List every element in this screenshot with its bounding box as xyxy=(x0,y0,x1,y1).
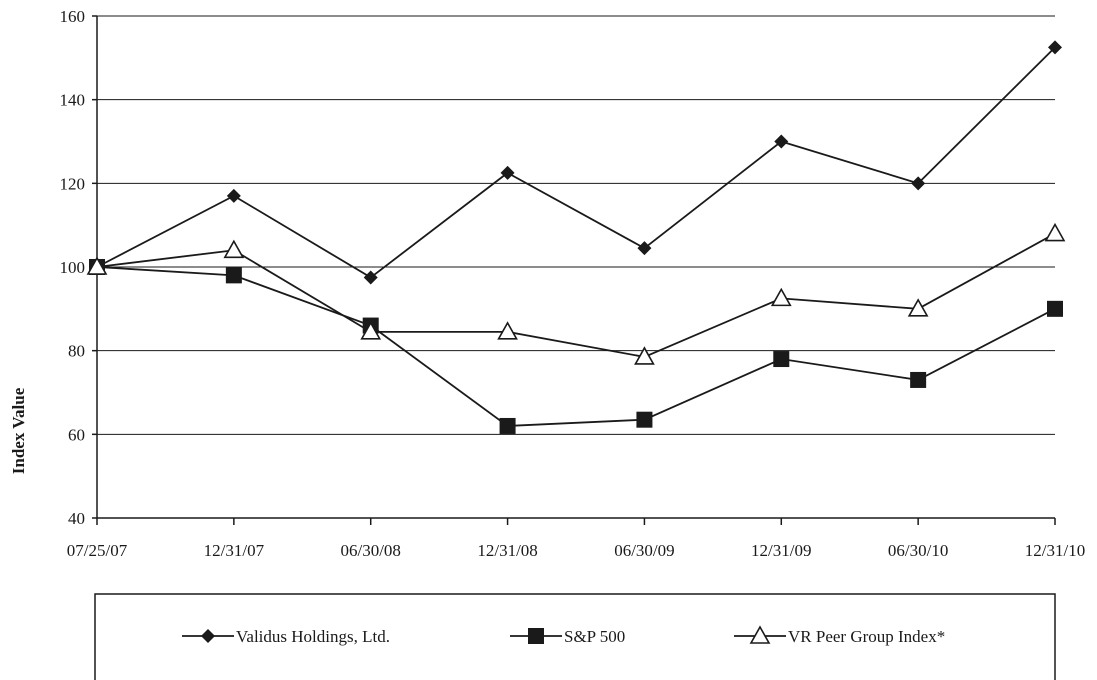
x-tick-label: 06/30/09 xyxy=(614,541,674,560)
triangle-marker xyxy=(907,298,929,317)
square-marker xyxy=(225,267,242,284)
y-tick-label: 100 xyxy=(60,258,86,277)
x-tick-label: 12/31/09 xyxy=(751,541,811,560)
legend-label: Validus Holdings, Ltd. xyxy=(236,627,390,646)
legend-label: S&P 500 xyxy=(564,627,625,646)
x-tick-label: 12/31/08 xyxy=(477,541,537,560)
gridlines xyxy=(97,15,1055,435)
legend-box xyxy=(94,593,1056,680)
series-0 xyxy=(96,46,1056,279)
triangle-marker xyxy=(86,256,108,275)
legend-item: Validus Holdings, Ltd. xyxy=(182,627,390,646)
y-tick-label: 160 xyxy=(60,7,86,26)
series-layer xyxy=(86,40,1066,434)
square-marker xyxy=(910,371,927,388)
series-line xyxy=(96,232,1056,358)
diamond-marker xyxy=(637,241,652,256)
x-axis-ticks: 07/25/07 12/31/07 06/30/08 12/31/08 06/30/09… xyxy=(67,518,1085,560)
triangle-marker xyxy=(223,239,245,259)
series-line xyxy=(96,266,1056,427)
series-2 xyxy=(96,232,1056,358)
legend-item: S&P 500 xyxy=(510,627,625,646)
triangle-marker xyxy=(1044,222,1066,242)
x-tick-label: 12/31/10 xyxy=(1025,541,1085,560)
series-line xyxy=(96,46,1056,279)
diamond-marker xyxy=(201,629,215,643)
x-tick-label: 07/25/07 xyxy=(67,541,128,560)
y-tick-label: 60 xyxy=(68,425,85,444)
y-axis-title: Index Value xyxy=(9,387,28,474)
square-marker xyxy=(1047,300,1063,317)
diamond-marker xyxy=(226,188,241,203)
diamond-marker xyxy=(911,176,926,191)
series-markers-2 xyxy=(86,222,1066,365)
y-tick-label: 40 xyxy=(68,509,85,528)
triangle-marker xyxy=(497,321,518,340)
square-marker xyxy=(499,417,516,434)
y-tick-label: 80 xyxy=(68,342,85,361)
diamond-marker xyxy=(774,134,789,149)
legend-label: VR Peer Group Index* xyxy=(788,627,945,646)
legend: Validus Holdings, Ltd. S&P 500 VR Peer Gro… xyxy=(182,625,945,646)
x-tick-label: 06/30/10 xyxy=(888,541,948,560)
square-marker xyxy=(636,411,653,428)
diamond-marker xyxy=(500,165,515,180)
square-marker xyxy=(528,628,544,644)
series-markers-1 xyxy=(89,259,1063,434)
triangle-marker xyxy=(634,346,655,365)
x-tick-label: 06/30/08 xyxy=(340,541,400,560)
series-1 xyxy=(96,266,1056,427)
square-marker xyxy=(773,351,790,368)
diamond-marker xyxy=(1048,40,1062,55)
x-tick-label: 12/31/07 xyxy=(204,541,265,560)
legend-item: VR Peer Group Index* xyxy=(734,625,945,646)
y-tick-label: 140 xyxy=(60,91,86,110)
diamond-marker xyxy=(363,270,378,285)
triangle-marker xyxy=(749,625,771,644)
triangle-marker xyxy=(360,321,382,340)
y-axis-ticks: 40 60 80 100 120 140 160 xyxy=(60,7,97,528)
y-tick-label: 120 xyxy=(60,174,86,193)
triangle-marker xyxy=(770,287,792,307)
